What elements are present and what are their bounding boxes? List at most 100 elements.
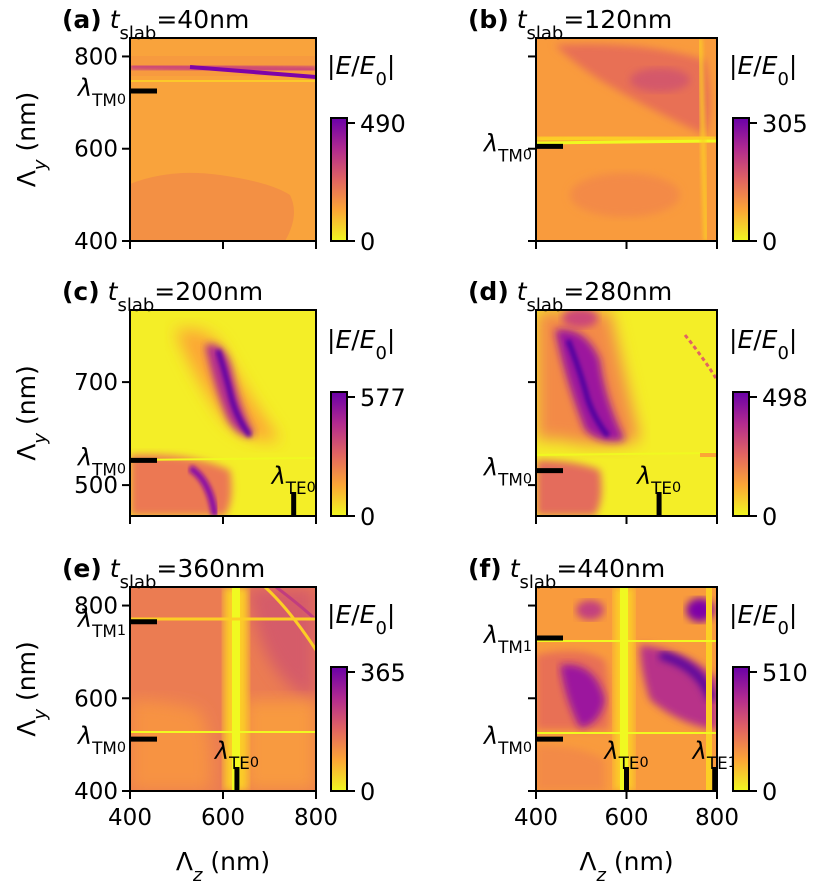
heatmap-c-branch-peak [215, 349, 253, 438]
panel-title-c: (c) tslab=200nm [62, 277, 263, 316]
y-tick-label: 500 [74, 473, 118, 499]
heatmap-b-line-glow [536, 132, 717, 146]
mode-label-f-2: λTE0 [602, 737, 648, 773]
colorbar-title-a: |E/E0| [327, 51, 395, 90]
panel-title-d: (d) tslab=280nm [468, 277, 672, 316]
colorbar-max-label: 577 [360, 384, 406, 412]
mode-label-b-0: λTM0 [482, 129, 532, 165]
colorbar-max-label: 510 [762, 659, 808, 687]
heatmap-e-lower-right [245, 700, 316, 791]
mode-label-e-1: λTM0 [76, 722, 126, 758]
heatmap-e [130, 587, 316, 791]
mode-label-a-0: λTM0 [76, 74, 126, 110]
heatmap-d-branch-peak [565, 339, 610, 438]
colorbar-min-label: 0 [360, 503, 375, 531]
heatmap-d-lower-lobe [536, 460, 602, 516]
heatmap-a-line [130, 80, 316, 82]
x-tick-label: 600 [201, 805, 245, 831]
heatmap-d-line [536, 452, 717, 456]
heatmap-e-upper-right [245, 587, 316, 700]
colorbar-max-label: 305 [762, 110, 808, 138]
mode-label-e-0: λTM1 [76, 605, 126, 641]
panel-f [536, 587, 717, 791]
colorbar-c [330, 391, 348, 517]
y-axis-label: Λy (nm) [12, 641, 51, 736]
heatmap-b-lobe-bottom [570, 173, 680, 217]
heatmap-d-top-spot [562, 310, 598, 328]
panel-title-f: (f) tslab=440nm [468, 554, 665, 593]
y-axis-label: Λy (nm) [12, 92, 51, 187]
mode-label-f-0: λTM1 [482, 621, 532, 657]
heatmap-b [536, 38, 717, 241]
panel-title-b: (b) tslab=120nm [468, 5, 672, 44]
colorbar-b [732, 117, 750, 242]
x-tick-label: 800 [294, 805, 338, 831]
panel-b [536, 38, 717, 241]
mode-label-d-1: λTE0 [635, 462, 681, 498]
panel-title-a: (a) tslab=40nm [62, 5, 249, 44]
colorbar-a [330, 117, 348, 242]
heatmap-e-diag2 [275, 587, 316, 622]
y-axis-label: Λy (nm) [12, 365, 51, 460]
x-tick-label: 600 [605, 805, 649, 831]
heatmap-f [536, 587, 717, 791]
y-tick-label: 400 [74, 779, 118, 805]
x-tick-label: 800 [695, 805, 739, 831]
colorbar-min-label: 0 [762, 228, 777, 256]
x-tick-label: 400 [514, 805, 558, 831]
x-axis-label: Λz (nm) [176, 847, 270, 881]
heatmap-e-diag [263, 587, 316, 651]
mode-label-f-1: λTM0 [482, 722, 532, 758]
panel-e [130, 587, 316, 791]
heatmap-d [536, 310, 717, 516]
colorbar-f [732, 666, 750, 792]
heatmap-f-lower-lobe [536, 745, 605, 791]
colorbar-min-label: 0 [360, 228, 375, 256]
colorbar-title-c: |E/E0| [327, 325, 395, 364]
heatmap-f-vband [620, 587, 628, 791]
colorbar-max-label: 490 [360, 110, 406, 138]
colorbar-title-e: |E/E0| [327, 600, 395, 639]
mode-label-c-1: λTE0 [270, 462, 316, 498]
panel-a [130, 38, 316, 241]
heatmap-f-vband2 [706, 587, 712, 791]
colorbar-max-label: 498 [762, 384, 808, 412]
y-tick-label: 700 [74, 370, 118, 396]
heatmap-b-vline [698, 38, 708, 241]
colorbar-min-label: 0 [762, 503, 777, 531]
heatmap-d-diag [683, 334, 717, 381]
colorbar-title-b: |E/E0| [729, 51, 797, 90]
y-tick-label: 600 [74, 686, 118, 712]
heatmap-a [130, 38, 316, 241]
heatmap-a-band-peak [189, 65, 316, 79]
heatmap-f-left-peak [560, 664, 605, 728]
heatmap-c-lower-lobe [130, 454, 232, 516]
x-tick-label: 400 [108, 805, 152, 831]
mode-label-e-2: λTE0 [213, 737, 259, 773]
y-tick-label: 600 [74, 137, 118, 163]
colorbar-e [330, 666, 348, 792]
heatmap-b-line [536, 139, 717, 145]
heatmap-c [130, 310, 316, 516]
x-axis-label: Λz (nm) [579, 847, 673, 881]
mode-label-c-0: λTM0 [76, 443, 126, 479]
heatmap-a-lobe [130, 172, 294, 241]
heatmap-e-vband [232, 587, 240, 791]
panel-c [130, 310, 316, 516]
heatmap-b-lobe-top [555, 44, 710, 135]
heatmap-c-line [130, 457, 316, 461]
colorbar-d [732, 391, 750, 517]
heatmap-c-lower-peak [188, 464, 219, 516]
y-tick-label: 800 [74, 44, 118, 70]
y-tick-label: 800 [74, 594, 118, 620]
panel-d [536, 310, 717, 516]
colorbar-max-label: 365 [360, 659, 406, 687]
heatmap-f-top-spot [576, 600, 604, 620]
y-tick-label: 400 [74, 229, 118, 255]
colorbar-min-label: 0 [762, 778, 777, 806]
colorbar-min-label: 0 [360, 778, 375, 806]
heatmap-b-lobe-peak [630, 68, 690, 92]
colorbar-title-d: |E/E0| [729, 325, 797, 364]
